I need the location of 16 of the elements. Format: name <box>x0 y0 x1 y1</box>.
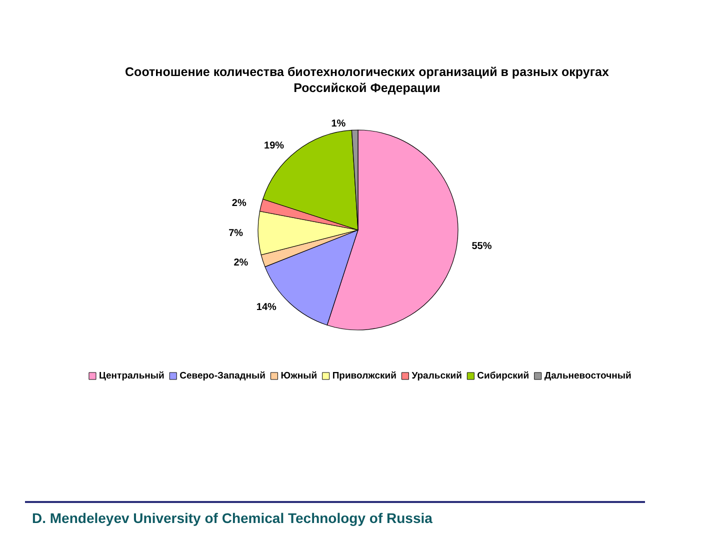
data-label: 19% <box>264 140 284 152</box>
legend-label: Южный <box>280 370 318 382</box>
data-label: 14% <box>256 302 277 313</box>
data-label: 2% <box>234 257 248 268</box>
chart-title: Соотношение количества биотехнологических организаций в разных округах Российской Федерации <box>124 64 610 96</box>
legend-label: Уральский <box>412 370 462 382</box>
legend-label: Северо-Западный <box>180 370 266 382</box>
legend-label: Сибирский <box>477 370 530 382</box>
legend-label: Дальневосточный <box>544 370 632 382</box>
data-label: 55% <box>472 241 492 252</box>
legend-label: Приволжский <box>332 370 397 382</box>
legend-label: Центральный <box>98 370 165 382</box>
data-label: 1% <box>331 118 346 130</box>
data-label: 7% <box>228 228 244 239</box>
data-label: 2% <box>232 198 246 210</box>
text: D. Mendeleyev University of Chemical Technology of Russia <box>32 510 432 526</box>
